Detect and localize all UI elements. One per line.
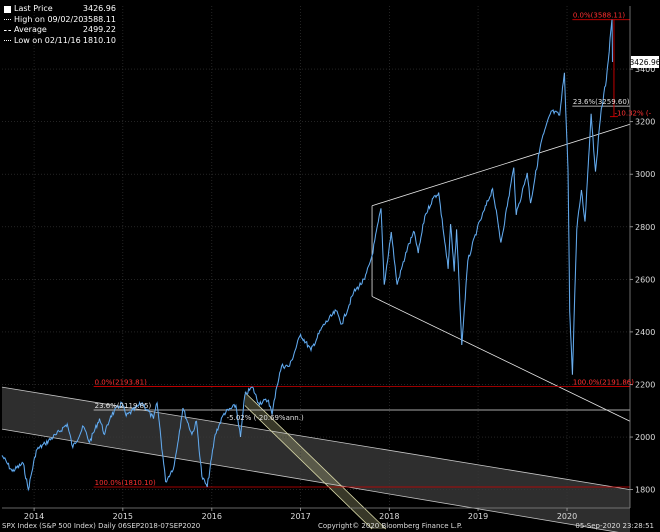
price-series (1, 19, 614, 492)
legend-label: High on 09/02/20 (14, 14, 84, 24)
legend-label: Low on 02/11/16 (14, 35, 81, 45)
legend-swatch (4, 29, 11, 31)
annotation-label: -5.02% (-20.69%ann.) (227, 414, 304, 422)
x-tick-label: 2018 (379, 512, 399, 521)
trend-line (244, 405, 373, 530)
legend-value: 1810.10 (82, 35, 116, 45)
x-tick-label: 2017 (290, 512, 310, 521)
x-tick-label: 2020 (557, 512, 577, 521)
legend-value: 2499.22 (82, 25, 116, 34)
y-tick-label: 2800 (635, 223, 655, 232)
legend: Last Price 3426.96 High on 09/02/20 3588… (4, 4, 116, 46)
y-tick-label: 3000 (635, 170, 655, 179)
annotation-label: 100.0%(2191.86) (573, 379, 634, 387)
trend-line (1, 386, 631, 490)
y-tick-label: 2600 (635, 275, 655, 284)
annotation-label: 23.6%(2119.85) (95, 402, 152, 410)
legend-item: High on 09/02/20 3588.11 (4, 15, 116, 26)
trend-line (371, 296, 631, 422)
last-price-label: 3426.96 (629, 58, 660, 67)
legend-swatch (4, 19, 11, 21)
trend-line (244, 392, 387, 530)
annotation-label: 23.6%(3259.60) (573, 98, 630, 106)
x-tick-label: 2014 (24, 512, 44, 521)
x-tick-label: 2019 (468, 512, 488, 521)
legend-value: 3426.96 (82, 4, 116, 13)
last-price-box (631, 55, 659, 68)
footer-security: SPX Index (S&P 500 Index) Daily 06SEP201… (2, 522, 201, 530)
annotation-label: 0.0%(3588.11) (573, 12, 625, 20)
annotation-lines (1, 19, 631, 532)
legend-label: Last Price (14, 4, 53, 13)
y-tick-label: 2000 (635, 433, 655, 442)
x-tick-label: 2016 (202, 512, 222, 521)
trend-line (1, 428, 619, 532)
y-tick-label: 3400 (635, 65, 655, 74)
legend-item: Average 2499.22 (4, 25, 116, 36)
legend-item: Last Price 3426.96 (4, 4, 116, 15)
legend-value: 3588.11 (82, 14, 116, 24)
footer: SPX Index (S&P 500 Index) Daily 06SEP201… (0, 522, 660, 532)
legend-item: Low on 02/11/16 1810.10 (4, 36, 116, 47)
annotation-label: 0.0%(2193.81) (95, 379, 147, 387)
legend-swatch (4, 5, 11, 13)
y-tick-label: 1800 (635, 486, 655, 495)
annotation-label: 100.0%(1810.10) (95, 479, 156, 487)
chart-axes: 1800 2000 2200 2400 2600 2800 3000 3200 3400 2014… (2, 6, 660, 521)
price-line-highlight (1, 19, 613, 491)
annotation-label: -10.32% (- (614, 110, 651, 118)
footer-copyright: Copyright© 2020 Bloomberg Finance L.P. (318, 522, 463, 530)
x-tick-label: 2015 (113, 512, 133, 521)
legend-label: Average (14, 25, 47, 34)
y-tick-label: 2400 (635, 328, 655, 337)
y-tick-label: 3200 (635, 118, 655, 127)
annotation-labels: 0.0%(3588.11) 23.6%(3259.60) -10.32% (- 100… (95, 12, 652, 487)
footer-timestamp: 05-Sep-2020 23:28:51 (575, 522, 654, 530)
legend-swatch (4, 40, 11, 42)
y-tick-label: 2200 (635, 380, 655, 389)
trend-line (371, 123, 631, 207)
